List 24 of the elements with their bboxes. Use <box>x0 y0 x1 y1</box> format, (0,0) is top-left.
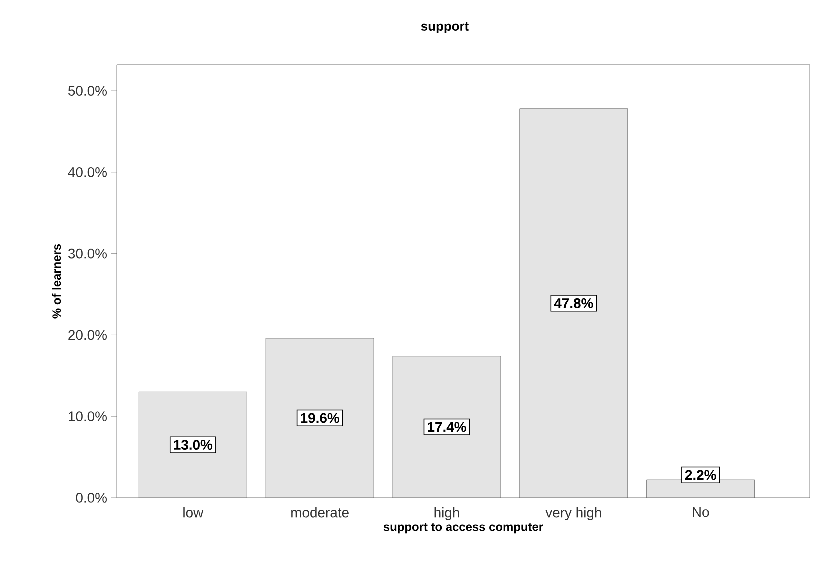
x-tick-label: moderate <box>292 508 349 518</box>
y-tick-label: 50.0% <box>68 86 107 96</box>
data-label: 13.0% <box>174 440 213 450</box>
chart-title: support <box>421 22 469 34</box>
y-tick-label: 40.0% <box>68 167 107 178</box>
x-tick-label: very high <box>546 508 602 521</box>
bar <box>138 392 248 498</box>
bar <box>266 338 374 498</box>
x-axis-title: support to access computer <box>384 523 544 534</box>
y-tick-label: 20.0% <box>68 330 107 340</box>
y-tick-label: 10.0% <box>69 412 107 422</box>
bar <box>392 356 502 498</box>
y-tick-label: 30.0% <box>68 248 107 259</box>
x-tick-label: high <box>434 508 460 521</box>
bar <box>520 108 628 498</box>
y-axis-title: % of learners <box>52 244 62 319</box>
data-label: 2.2% <box>685 470 716 480</box>
data-label: 17.4% <box>428 422 466 432</box>
x-tick-label: low <box>184 508 204 518</box>
x-tick-label: No <box>693 508 710 518</box>
y-tick-label: 0.0% <box>76 493 107 503</box>
data-label: 19.6% <box>301 413 340 424</box>
bar <box>646 480 756 498</box>
data-label: 47.8% <box>554 298 594 308</box>
